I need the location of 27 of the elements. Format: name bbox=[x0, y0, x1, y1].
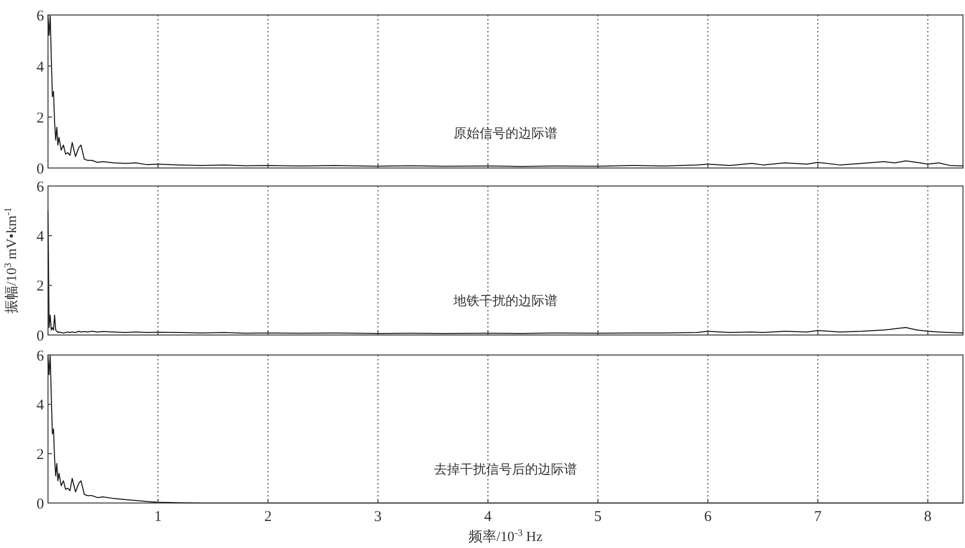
x-tick-label: 3 bbox=[374, 509, 382, 525]
y-tick-label: 0 bbox=[36, 161, 44, 178]
y-tick-label: 4 bbox=[36, 398, 44, 414]
x-tick-label: 4 bbox=[484, 509, 492, 525]
annotation: 原始信号的边际谱 bbox=[454, 125, 558, 140]
x-tick-label: 2 bbox=[264, 509, 272, 525]
y-tick-label: 0 bbox=[36, 328, 44, 344]
line-series bbox=[48, 14, 964, 167]
y-tick-label: 4 bbox=[36, 59, 44, 76]
y-tick-label: 0 bbox=[36, 496, 44, 512]
y-tick-label: 4 bbox=[36, 228, 44, 245]
line-series bbox=[48, 210, 964, 334]
x-tick-label: 7 bbox=[814, 509, 822, 525]
line-series bbox=[48, 354, 964, 504]
y-tick-label: 6 bbox=[36, 8, 44, 24]
x-axis-title: 频率/10$^{-3}$ Hz bbox=[468, 528, 542, 545]
y-tick-label: 6 bbox=[36, 348, 44, 364]
y-tick-label: 2 bbox=[36, 446, 44, 463]
x-tick-label: 5 bbox=[594, 509, 602, 525]
x-tick-label: 8 bbox=[924, 509, 932, 525]
x-tick-label: 1 bbox=[154, 509, 162, 525]
y-tick-label: 2 bbox=[36, 110, 44, 126]
annotation: 地铁干扰的边际谱 bbox=[452, 293, 558, 308]
x-tick-label: 6 bbox=[704, 509, 712, 525]
y-tick-label: 2 bbox=[36, 278, 44, 295]
annotation: 去掉干扰信号后的边际谱 bbox=[434, 461, 577, 476]
y-tick-label: 6 bbox=[36, 179, 44, 196]
